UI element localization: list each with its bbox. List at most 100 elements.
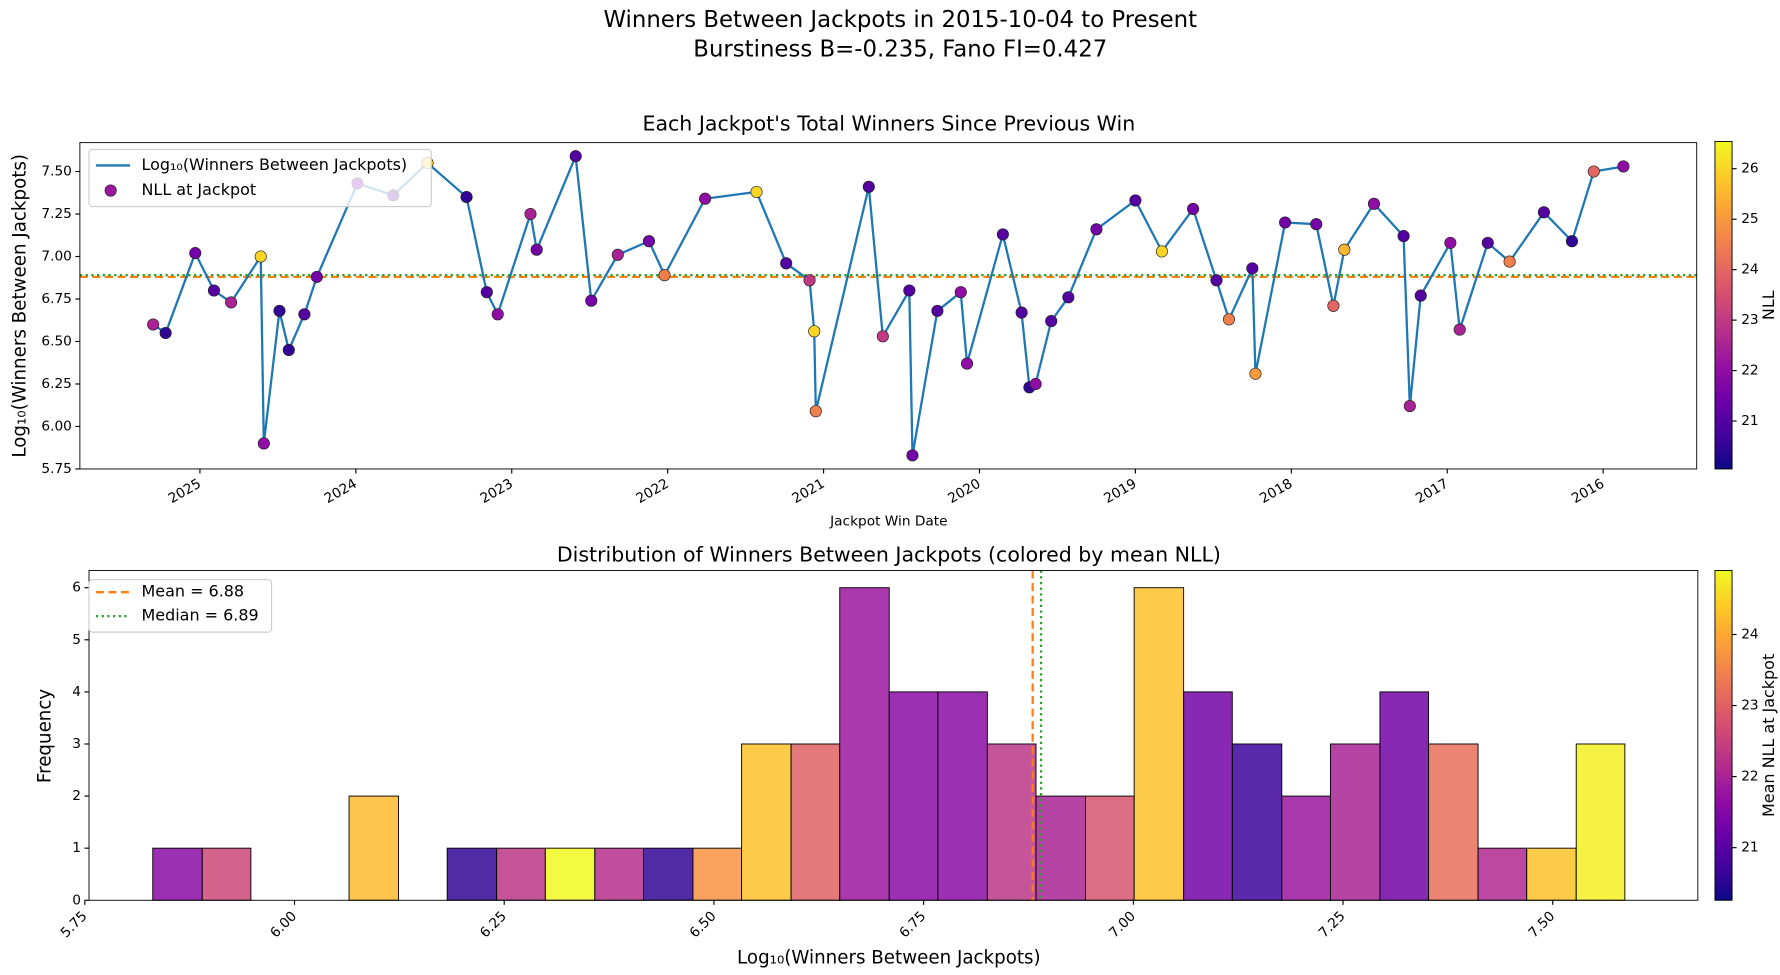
x-tick-label: 7.25 xyxy=(1316,908,1349,941)
plot-title: Distribution of Winners Between Jackpots… xyxy=(557,543,1221,567)
x-axis-label: Log₁₀(Winners Between Jackpots) xyxy=(737,947,1041,968)
chart-subtitle: Burstiness B=-0.235, Fano FI=0.427 xyxy=(693,37,1107,63)
y-tick-label: 5.75 xyxy=(41,461,71,477)
x-tick-label: 6.25 xyxy=(477,908,510,941)
colorbar-tick-label: 24 xyxy=(1741,626,1758,642)
scatter-point xyxy=(1187,202,1200,215)
scatter-point xyxy=(780,257,793,270)
y-tick-label: 2 xyxy=(72,788,81,804)
x-axis-label: Jackpot Win Date xyxy=(829,513,947,529)
scatter-point xyxy=(257,437,270,450)
scatter-point xyxy=(1210,274,1223,287)
scatter-point xyxy=(803,274,816,287)
x-tick-label: 2018 xyxy=(1257,476,1295,507)
y-tick-label: 0 xyxy=(72,892,81,908)
colorbar-tick-label: 21 xyxy=(1741,413,1758,429)
histogram-bar xyxy=(692,847,743,901)
histogram-bar xyxy=(544,847,596,901)
scatter-point xyxy=(642,235,656,248)
histogram-bar xyxy=(1477,847,1528,901)
scatter-point xyxy=(460,190,473,204)
colorbar-tick-label: 22 xyxy=(1741,769,1758,785)
colorbar xyxy=(1714,570,1733,901)
histogram-bar xyxy=(986,743,1037,901)
histogram-bar xyxy=(888,691,939,901)
colorbar-tick-label: 21 xyxy=(1741,840,1758,856)
scatter-point xyxy=(1222,313,1236,326)
y-axis-label: Frequency xyxy=(35,689,56,783)
scatter-point xyxy=(1246,262,1259,275)
scatter-point xyxy=(1279,216,1292,229)
histogram-bar xyxy=(1379,691,1430,901)
x-tick-label: 2017 xyxy=(1413,476,1451,507)
histogram-bar xyxy=(741,743,792,901)
scatter-point xyxy=(225,296,238,309)
histogram-bar xyxy=(201,847,252,901)
plot-title: Each Jackpot's Total Winners Since Previ… xyxy=(642,111,1135,135)
y-tick-label: 1 xyxy=(72,840,81,856)
scatter-point xyxy=(491,308,504,321)
colorbar-label: NLL xyxy=(1759,290,1778,320)
scatter-point xyxy=(147,318,160,331)
scatter-point xyxy=(862,180,875,193)
histogram-bar xyxy=(1085,795,1135,901)
x-tick-label: 6.50 xyxy=(687,908,720,941)
histogram-bar xyxy=(937,691,988,901)
scatter-point xyxy=(1045,315,1058,328)
scatter-point xyxy=(207,284,221,297)
scatter-point xyxy=(808,325,821,338)
scatter-point xyxy=(658,269,671,282)
histogram-bar xyxy=(152,847,203,901)
y-tick-label: 6 xyxy=(72,580,81,596)
scatter-point xyxy=(159,326,172,340)
y-axis-label: Log₁₀(Winners Between Jackpots) xyxy=(10,154,31,458)
scatter-point xyxy=(699,192,712,205)
scatter-point xyxy=(1444,236,1457,249)
histogram-bar xyxy=(496,847,546,901)
scatter-point xyxy=(1015,306,1028,319)
y-tick-label: 6.25 xyxy=(41,376,71,392)
scatter-point xyxy=(480,286,493,299)
legend-label: Log₁₀(Winners Between Jackpots) xyxy=(141,155,407,174)
histogram-bar xyxy=(1231,743,1283,901)
scatter-point xyxy=(1414,289,1427,302)
x-tick-label: 2023 xyxy=(478,476,516,507)
y-tick-label: 6.50 xyxy=(41,333,71,349)
legend-label: Median = 6.89 xyxy=(141,606,258,625)
scatter-point xyxy=(1129,194,1142,207)
y-tick-label: 7.50 xyxy=(41,164,71,180)
scatter-point xyxy=(954,286,967,299)
axes-frame xyxy=(88,570,1699,901)
scatter-point xyxy=(530,243,543,256)
histogram-bar xyxy=(446,847,498,901)
histogram-bar xyxy=(1428,743,1479,901)
scatter-point xyxy=(1090,223,1103,236)
scatter-point xyxy=(1310,218,1323,231)
scatter-point xyxy=(1537,206,1550,219)
colorbar-label: Mean NLL at Jackpot xyxy=(1759,654,1778,817)
histogram-bar xyxy=(1526,847,1577,901)
scatter-point xyxy=(569,150,582,163)
scatter-point xyxy=(750,185,763,198)
colorbar-tick-label: 22 xyxy=(1741,363,1758,379)
scatter-point xyxy=(254,250,267,263)
scatter-point xyxy=(189,247,202,260)
histogram-bar xyxy=(790,743,841,901)
legend: Mean = 6.88 Median = 6.89 xyxy=(88,579,273,633)
colorbar-tick-label: 24 xyxy=(1741,262,1758,278)
scatter-point xyxy=(906,449,919,462)
legend: Log₁₀(Winners Between Jackpots) NLL at Ja… xyxy=(88,148,432,208)
scatter-point xyxy=(931,304,944,317)
y-tick-label: 4 xyxy=(72,684,81,700)
scatter-point xyxy=(1029,377,1042,391)
x-tick-label: 7.00 xyxy=(1106,908,1139,941)
histogram-bar xyxy=(348,795,399,901)
scatter-point xyxy=(1155,245,1168,258)
scatter-point xyxy=(1617,160,1630,173)
histogram-bar xyxy=(1281,795,1331,901)
histogram-bar xyxy=(1183,691,1233,901)
scatter-point xyxy=(876,330,889,343)
scatter-point xyxy=(1397,230,1410,243)
